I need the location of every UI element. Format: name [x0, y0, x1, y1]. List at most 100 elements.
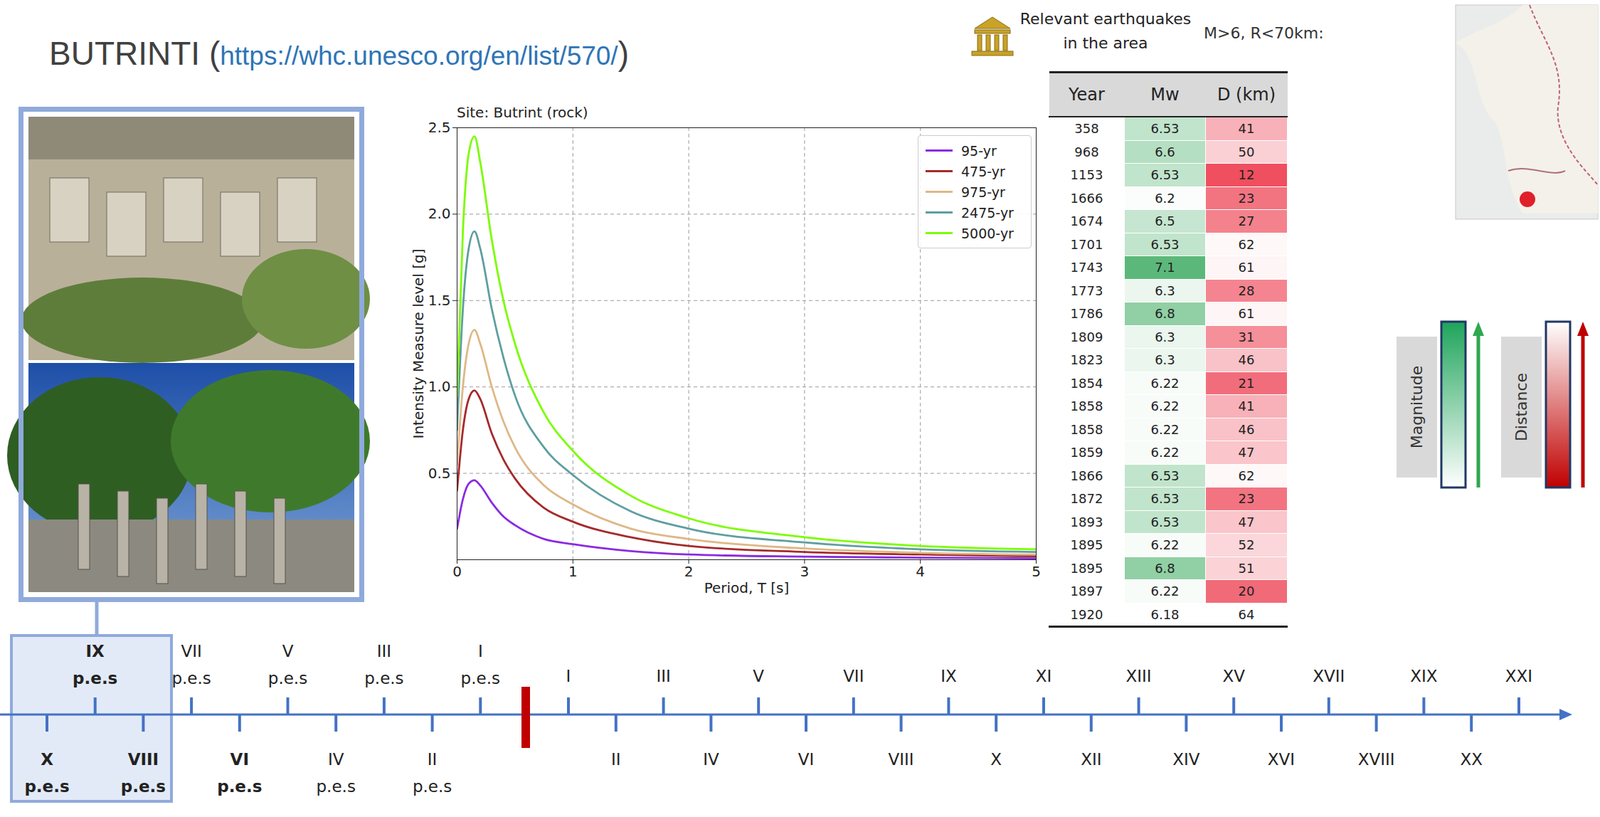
svg-text:II: II	[611, 749, 622, 769]
html-text:1823: 1823	[1070, 352, 1103, 368]
svg-text:XII: XII	[1080, 749, 1102, 769]
html-text:12: 12	[1238, 167, 1255, 183]
svg-text:p.e.s: p.e.s	[72, 668, 118, 688]
html-text:6.22: 6.22	[1150, 375, 1180, 391]
svg-text:XVI: XVI	[1267, 749, 1295, 769]
svg-text:V: V	[282, 641, 294, 661]
html-text:M>6, R<70km:: M>6, R<70km:	[1203, 24, 1324, 42]
svg-text:p.e.s: p.e.s	[24, 776, 70, 796]
html-text:6.3: 6.3	[1154, 329, 1176, 345]
html-text:6.53: 6.53	[1150, 121, 1180, 137]
svg-text:p.e.s: p.e.s	[316, 776, 356, 796]
html-text:968: 968	[1074, 144, 1099, 160]
svg-text:XVII: XVII	[1312, 666, 1345, 686]
html-text:Site: Butrint (rock): Site: Butrint (rock)	[456, 103, 589, 121]
html-text:1701: 1701	[1070, 236, 1103, 252]
svg-text:4: 4	[915, 562, 925, 580]
svg-text:3: 3	[800, 562, 810, 580]
html-text:475-yr: 475-yr	[961, 163, 1006, 179]
svg-text:p.e.s: p.e.s	[216, 776, 262, 796]
svg-text:VII: VII	[843, 666, 864, 686]
html-text:358: 358	[1074, 121, 1099, 137]
svg-text:1.0: 1.0	[428, 377, 452, 395]
html-text:23: 23	[1238, 190, 1255, 206]
html-text:1809: 1809	[1070, 329, 1103, 345]
html-text:95-yr: 95-yr	[961, 142, 997, 159]
html-text:1666: 1666	[1070, 190, 1103, 206]
svg-text:Magnitude: Magnitude	[1407, 365, 1426, 449]
svg-text:IV: IV	[702, 749, 720, 769]
html-text:6.53: 6.53	[1150, 167, 1180, 183]
svg-text:XIX: XIX	[1410, 666, 1438, 686]
svg-text:I: I	[478, 641, 484, 661]
html-text:2475-yr: 2475-yr	[961, 204, 1014, 221]
svg-text:VII: VII	[180, 641, 202, 661]
html-text:1854: 1854	[1070, 375, 1103, 391]
svg-text:0.5: 0.5	[428, 464, 452, 482]
html-text:6.3: 6.3	[1154, 352, 1176, 368]
svg-text:p.e.s: p.e.s	[364, 668, 404, 688]
svg-text:VIII: VIII	[128, 749, 159, 769]
svg-text:II: II	[427, 749, 438, 769]
svg-text:IX: IX	[940, 666, 957, 686]
svg-text:Period, T [s]: Period, T [s]	[704, 579, 790, 597]
html-text:6.8: 6.8	[1154, 306, 1176, 322]
html-text:Mw: Mw	[1150, 84, 1180, 105]
svg-text:p.e.s: p.e.s	[268, 668, 308, 688]
html-text:BUTRINTI (https://whc.unesco.o: BUTRINTI (https://whc.unesco.org/en/list…	[49, 34, 629, 72]
html-text:1786: 1786	[1070, 306, 1103, 322]
svg-text:XVIII: XVIII	[1358, 749, 1396, 769]
svg-text:XXI: XXI	[1505, 666, 1533, 686]
html-text:46: 46	[1238, 352, 1255, 368]
html-text:Year: Year	[1068, 84, 1105, 105]
html-text:1743: 1743	[1070, 259, 1103, 275]
svg-text:VI: VI	[798, 749, 815, 769]
html-text:Relevant earthquakes in the ar: Relevant earthquakes in the area	[1019, 9, 1192, 52]
html-text:61: 61	[1238, 259, 1255, 275]
svg-text:2: 2	[684, 562, 694, 580]
svg-text:XX: XX	[1459, 749, 1483, 769]
html-text:1674: 1674	[1070, 213, 1103, 229]
svg-text:VI: VI	[230, 749, 249, 769]
svg-text:XV: XV	[1222, 666, 1245, 686]
html-text:61: 61	[1238, 306, 1255, 322]
svg-text:Distance: Distance	[1512, 372, 1531, 442]
svg-text:IV: IV	[327, 749, 345, 769]
svg-text:III: III	[655, 666, 671, 686]
svg-text:XIV: XIV	[1172, 749, 1201, 769]
svg-text:2.0: 2.0	[428, 204, 452, 222]
svg-text:0: 0	[452, 562, 462, 580]
svg-text:2.5: 2.5	[428, 118, 452, 136]
svg-text:p.e.s: p.e.s	[120, 776, 166, 796]
svg-text:p.e.s: p.e.s	[412, 776, 452, 796]
html-text:27: 27	[1238, 213, 1255, 229]
svg-text:IX: IX	[86, 641, 106, 661]
svg-text:I: I	[566, 666, 572, 686]
svg-text:1: 1	[568, 562, 578, 580]
html-text:6.6: 6.6	[1154, 144, 1176, 160]
html-text:6.53: 6.53	[1150, 236, 1180, 252]
html-text:31: 31	[1238, 329, 1255, 345]
svg-text:V: V	[752, 666, 765, 686]
html-text:1153: 1153	[1070, 167, 1103, 183]
svg-text:p.e.s: p.e.s	[461, 668, 501, 688]
svg-text:X: X	[990, 749, 1002, 769]
svg-text:VIII: VIII	[888, 749, 915, 769]
html-text:5000-yr: 5000-yr	[961, 225, 1014, 241]
svg-text:III: III	[377, 641, 392, 661]
html-text:D (km): D (km)	[1217, 84, 1276, 105]
html-text:7.1: 7.1	[1154, 259, 1176, 275]
html-text:6.2: 6.2	[1154, 190, 1176, 206]
svg-text:1.5: 1.5	[428, 291, 452, 309]
svg-text:XIII: XIII	[1126, 666, 1152, 686]
html-text:975-yr: 975-yr	[961, 183, 1006, 200]
svg-text:XI: XI	[1035, 666, 1053, 686]
html-text:6.5: 6.5	[1154, 213, 1176, 229]
html-text:50: 50	[1238, 144, 1255, 160]
svg-text:X: X	[40, 749, 54, 769]
html-text:62: 62	[1238, 236, 1255, 252]
svg-text:p.e.s: p.e.s	[171, 668, 211, 688]
svg-text:Intensity Measure level [g]: Intensity Measure level [g]	[409, 248, 427, 439]
html-text:41: 41	[1238, 121, 1255, 137]
svg-text:5: 5	[1031, 562, 1041, 580]
